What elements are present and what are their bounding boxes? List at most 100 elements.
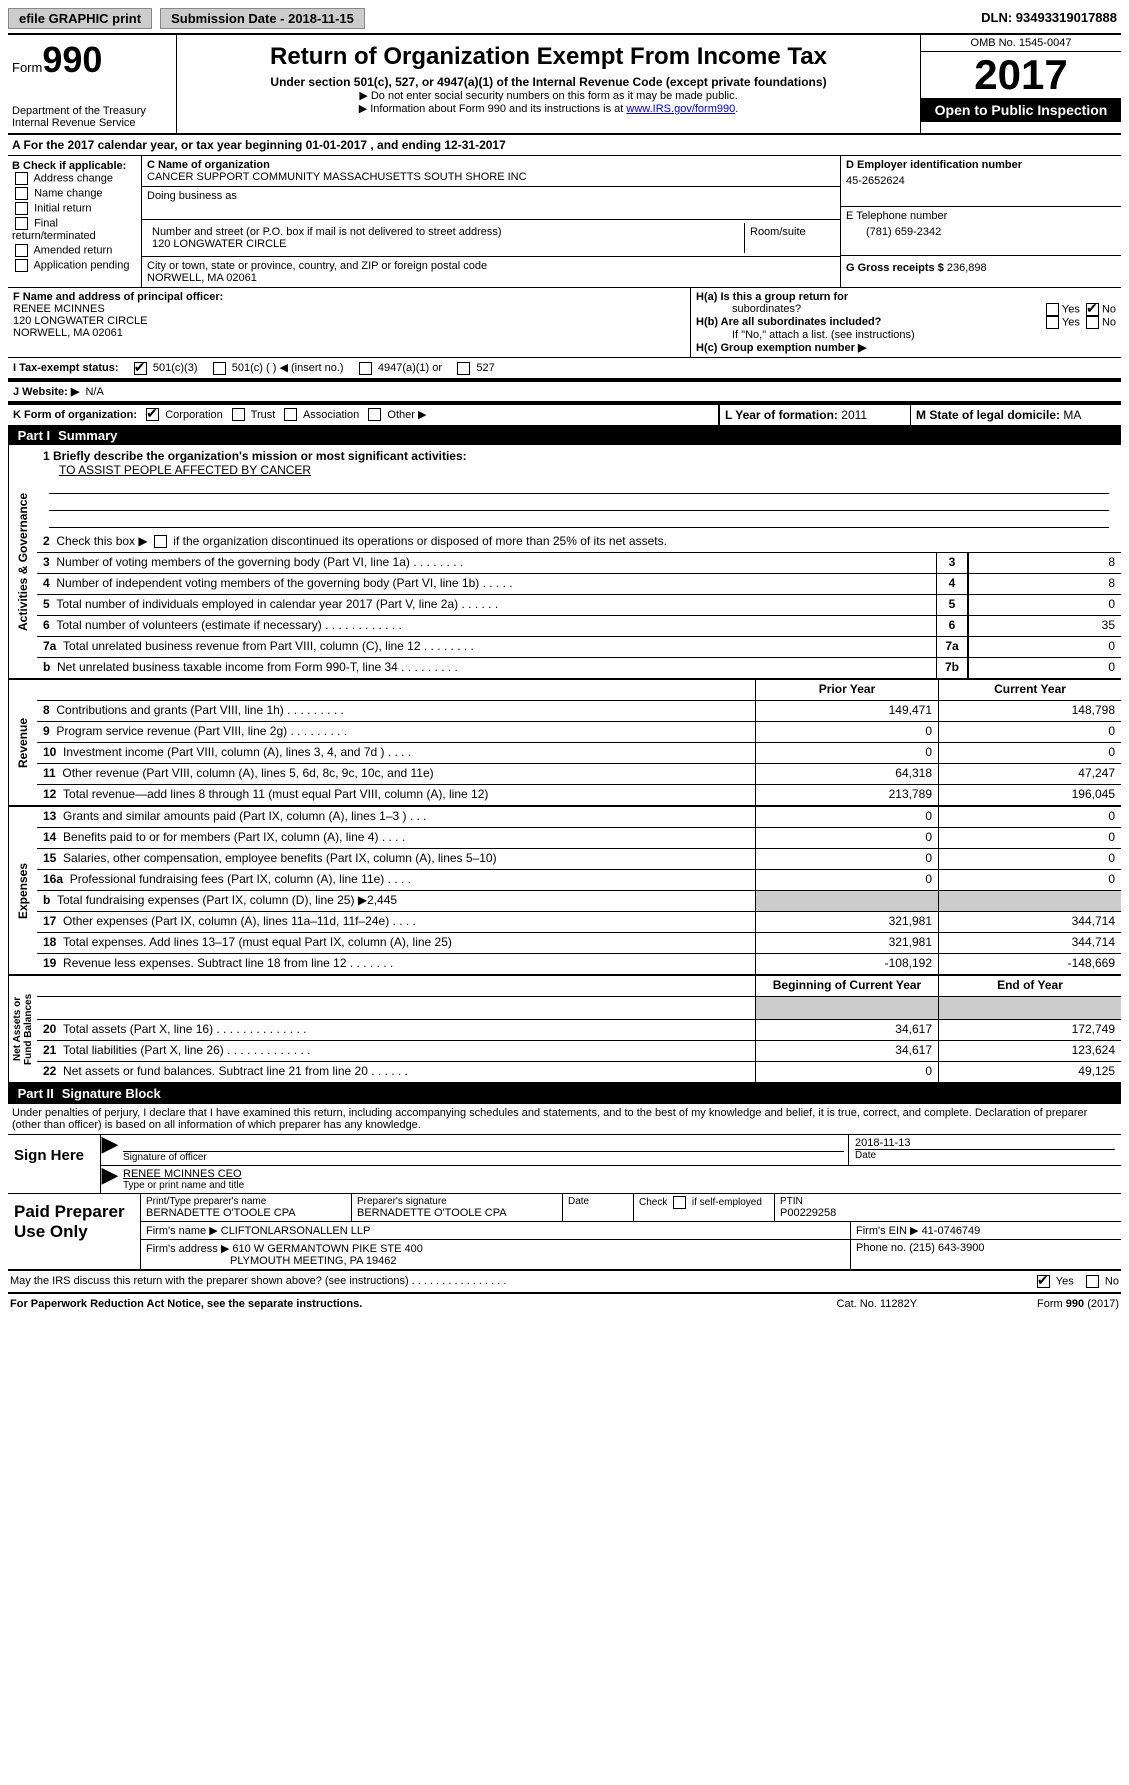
cb-initial-return[interactable] [15, 202, 28, 215]
header-right: OMB No. 1545-0047 2017 Open to Public In… [920, 35, 1121, 133]
expenses-section: Expenses 13 Grants and similar amounts p… [8, 807, 1121, 976]
cb-trust[interactable] [232, 408, 245, 421]
sig-date-value: 2018-11-13 [855, 1137, 1115, 1149]
paid-preparer-block: Paid Preparer Use Only Print/Type prepar… [8, 1194, 1121, 1271]
prep-sig-label: Preparer's signature [357, 1196, 557, 1207]
room-suite-label: Room/suite [745, 223, 835, 253]
prep-name-label: Print/Type preparer's name [146, 1196, 346, 1207]
table-row: 9 Program service revenue (Part VIII, li… [37, 722, 1121, 743]
table-row: 5 Total number of individuals employed i… [37, 595, 1121, 616]
prep-sig-value: BERNADETTE O'TOOLE CPA [357, 1207, 557, 1219]
hb-note: If "No," attach a list. (see instruction… [696, 329, 1116, 341]
table-row: 12 Total revenue—add lines 8 through 11 … [37, 785, 1121, 805]
cb-association[interactable] [284, 408, 297, 421]
opt-527: 527 [476, 362, 494, 374]
omb-number: OMB No. 1545-0047 [921, 35, 1121, 52]
cb-corporation[interactable] [146, 408, 159, 421]
cb-other[interactable] [368, 408, 381, 421]
opt-other: Other ▶ [387, 409, 426, 421]
table-row: b Total fundraising expenses (Part IX, c… [37, 891, 1121, 912]
form-word: Form [12, 60, 42, 75]
table-row: 3 Number of voting members of the govern… [37, 553, 1121, 574]
tax-year: 2017 [921, 52, 1121, 98]
cb-amended-return[interactable] [15, 244, 28, 257]
revenue-section: Revenue Prior Year Current Year 8 Contri… [8, 680, 1121, 807]
website-label: J Website: ▶ [13, 386, 79, 398]
cb-application-pending[interactable] [15, 259, 28, 272]
firm-name-value: CLIFTONLARSONALLEN LLP [221, 1225, 371, 1237]
cb-final-return[interactable] [15, 217, 28, 230]
cb-ha-yes[interactable] [1046, 303, 1059, 316]
section-i: I Tax-exempt status: 501(c)(3) 501(c) ( … [8, 358, 1121, 379]
cb-ha-no[interactable] [1086, 303, 1099, 316]
section-c: C Name of organization CANCER SUPPORT CO… [142, 156, 840, 287]
ein-label: D Employer identification number [846, 159, 1116, 171]
firm-ein-label: Firm's EIN ▶ [856, 1225, 919, 1237]
ha-label2: subordinates? [696, 303, 801, 316]
table-row: 18 Total expenses. Add lines 13–17 (must… [37, 933, 1121, 954]
cat-number: Cat. No. 11282Y [837, 1298, 918, 1310]
hc-label: H(c) Group exemption number ▶ [696, 341, 1116, 354]
cb-discuss-yes[interactable] [1037, 1275, 1050, 1288]
info-note: ▶ Information about Form 990 and its ins… [185, 102, 912, 115]
mission-label: 1 Briefly describe the organization's mi… [43, 449, 1115, 463]
cb-501c3[interactable] [134, 362, 147, 375]
lbl-name-change: Name change [34, 187, 103, 199]
sig-date-label: Date [855, 1150, 1115, 1161]
form-number: 990 [42, 39, 102, 80]
ssn-note: ▶ Do not enter social security numbers o… [185, 89, 912, 102]
lbl-address-change: Address change [33, 172, 113, 184]
cb-501c[interactable] [213, 362, 226, 375]
arrow-icon: ▶ [101, 1166, 119, 1193]
cb-hb-no[interactable] [1086, 316, 1099, 329]
table-row: 11 Other revenue (Part VIII, column (A),… [37, 764, 1121, 785]
side-expenses: Expenses [8, 807, 37, 974]
year-formation-label: L Year of formation: [725, 408, 838, 422]
header-left: Form990 Department of the Treasury Inter… [8, 35, 177, 133]
cb-address-change[interactable] [15, 172, 28, 185]
gross-receipts-label: G Gross receipts $ [846, 262, 944, 274]
firm-name-label: Firm's name ▶ [146, 1225, 218, 1237]
cb-discuss-no[interactable] [1086, 1275, 1099, 1288]
table-row: 7a Total unrelated business revenue from… [37, 637, 1121, 658]
lbl-initial-return: Initial return [34, 202, 91, 214]
cb-self-employed[interactable] [673, 1196, 686, 1209]
sign-here-block: Sign Here ▶ Signature of officer 2018-11… [8, 1134, 1121, 1194]
name-title-label: Type or print name and title [123, 1180, 1117, 1191]
cb-discontinued[interactable] [154, 535, 167, 548]
opt-4947: 4947(a)(1) or [378, 362, 442, 374]
prep-date-label: Date [568, 1196, 628, 1207]
firm-phone-value: (215) 643-3900 [909, 1242, 984, 1254]
open-to-public: Open to Public Inspection [921, 98, 1121, 122]
section-d-e-g: D Employer identification number 45-2652… [840, 156, 1121, 287]
prior-year-header: Prior Year [755, 680, 938, 700]
firm-ein-value: 41-0746749 [922, 1225, 981, 1237]
opt-association: Association [303, 409, 359, 421]
begin-year-header: Beginning of Current Year [755, 976, 938, 996]
opt-501c3: 501(c)(3) [153, 362, 198, 374]
side-net-assets: Net Assets orFund Balances [8, 976, 37, 1082]
city-label: City or town, state or province, country… [147, 260, 835, 272]
paid-preparer-label: Paid Preparer Use Only [8, 1194, 141, 1269]
section-j: J Website: ▶ N/A [8, 379, 1121, 402]
irs-link[interactable]: www.IRS.gov/form990 [626, 103, 735, 115]
dba-label: Doing business as [147, 190, 835, 202]
sections-bcd: B Check if applicable: Address change Na… [8, 156, 1121, 288]
top-bar: efile GRAPHIC print Submission Date - 20… [8, 8, 1121, 29]
cb-4947[interactable] [359, 362, 372, 375]
form-header: Form990 Department of the Treasury Inter… [8, 33, 1121, 135]
efile-print-button[interactable]: efile GRAPHIC print [8, 8, 152, 29]
officer-name-title: RENEE MCINNES CEO [123, 1168, 1117, 1180]
cb-527[interactable] [457, 362, 470, 375]
mission-section: 1 Briefly describe the organization's mi… [37, 445, 1121, 532]
firm-addr-label: Firm's address ▶ [146, 1243, 229, 1255]
cb-name-change[interactable] [15, 187, 28, 200]
perjury-statement: Under penalties of perjury, I declare th… [8, 1103, 1121, 1134]
ptin-value: P00229258 [780, 1207, 1116, 1219]
table-row: 20 Total assets (Part X, line 16) . . . … [37, 1020, 1121, 1041]
cb-hb-yes[interactable] [1046, 316, 1059, 329]
section-b: B Check if applicable: Address change Na… [8, 156, 142, 287]
part-1-num: Part I [18, 428, 51, 443]
table-row: 22 Net assets or fund balances. Subtract… [37, 1062, 1121, 1082]
form-org-label: K Form of organization: [13, 409, 137, 421]
